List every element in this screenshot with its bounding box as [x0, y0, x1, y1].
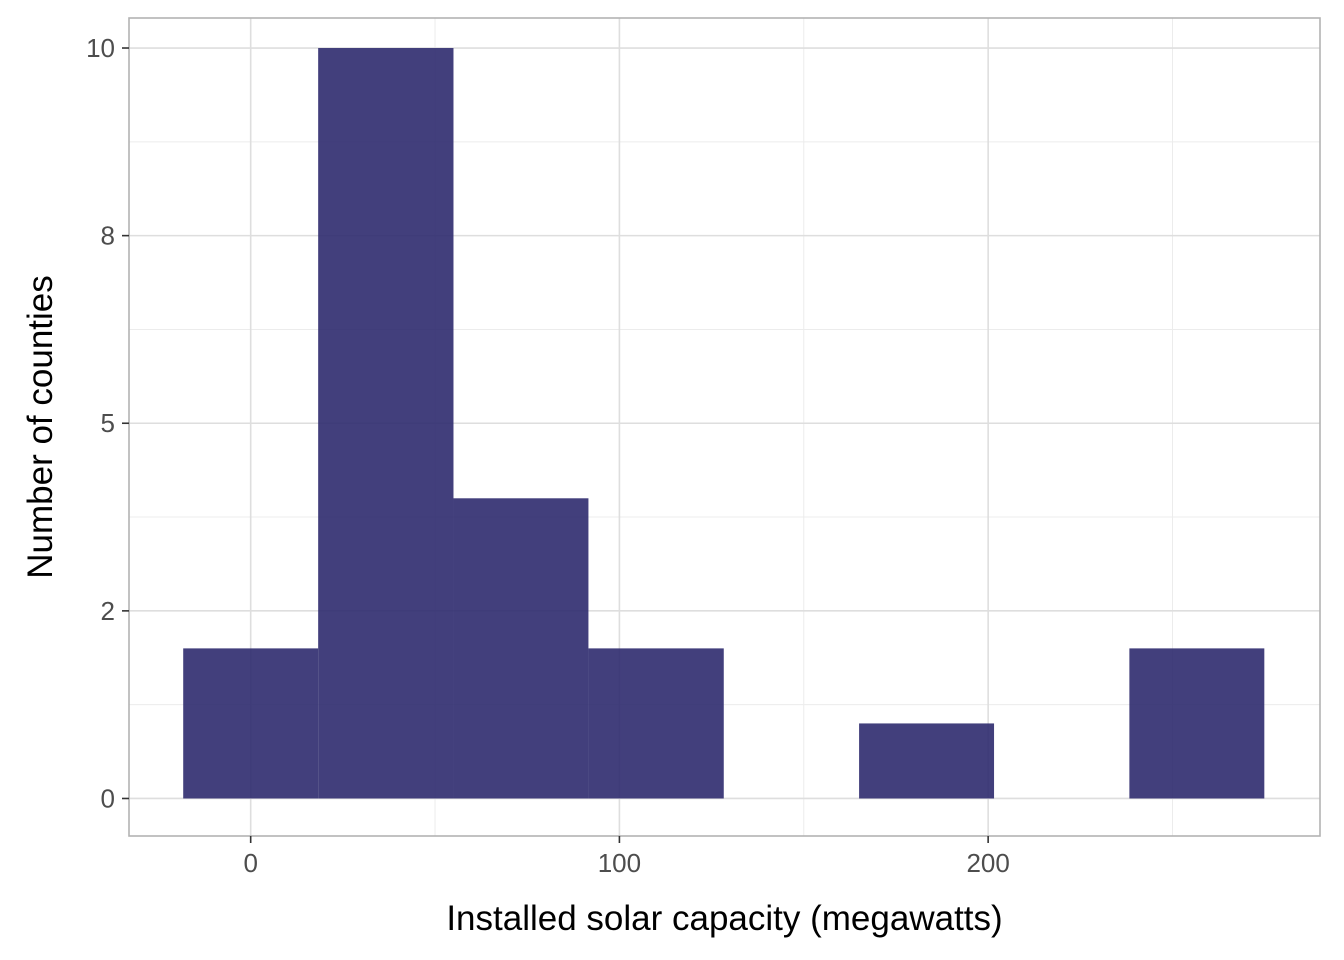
histogram-bar: [588, 648, 724, 799]
y-tick-label: 0: [101, 783, 115, 813]
x-tick-label: 100: [598, 848, 641, 878]
tick-labels: 0 100 200 0 2 5 8 10: [86, 33, 1010, 878]
y-tick-label: 10: [86, 33, 115, 63]
histogram-bar: [453, 498, 589, 799]
y-axis-title: Number of counties: [21, 275, 60, 578]
axis-ticks: [122, 47, 989, 843]
x-axis-title: Installed solar capacity (megawatts): [446, 899, 1002, 938]
x-tick-label: 0: [243, 848, 257, 878]
histogram-bars: [183, 48, 1265, 799]
histogram-bar: [318, 48, 454, 799]
histogram-bar: [183, 648, 319, 799]
y-tick-label: 8: [101, 221, 115, 251]
x-tick-label: 200: [966, 848, 1009, 878]
histogram-bar: [859, 723, 995, 799]
y-tick-label: 2: [101, 596, 115, 626]
y-tick-label: 5: [101, 408, 115, 438]
histogram-bar: [1129, 648, 1265, 799]
panel-border: [128, 17, 1321, 837]
